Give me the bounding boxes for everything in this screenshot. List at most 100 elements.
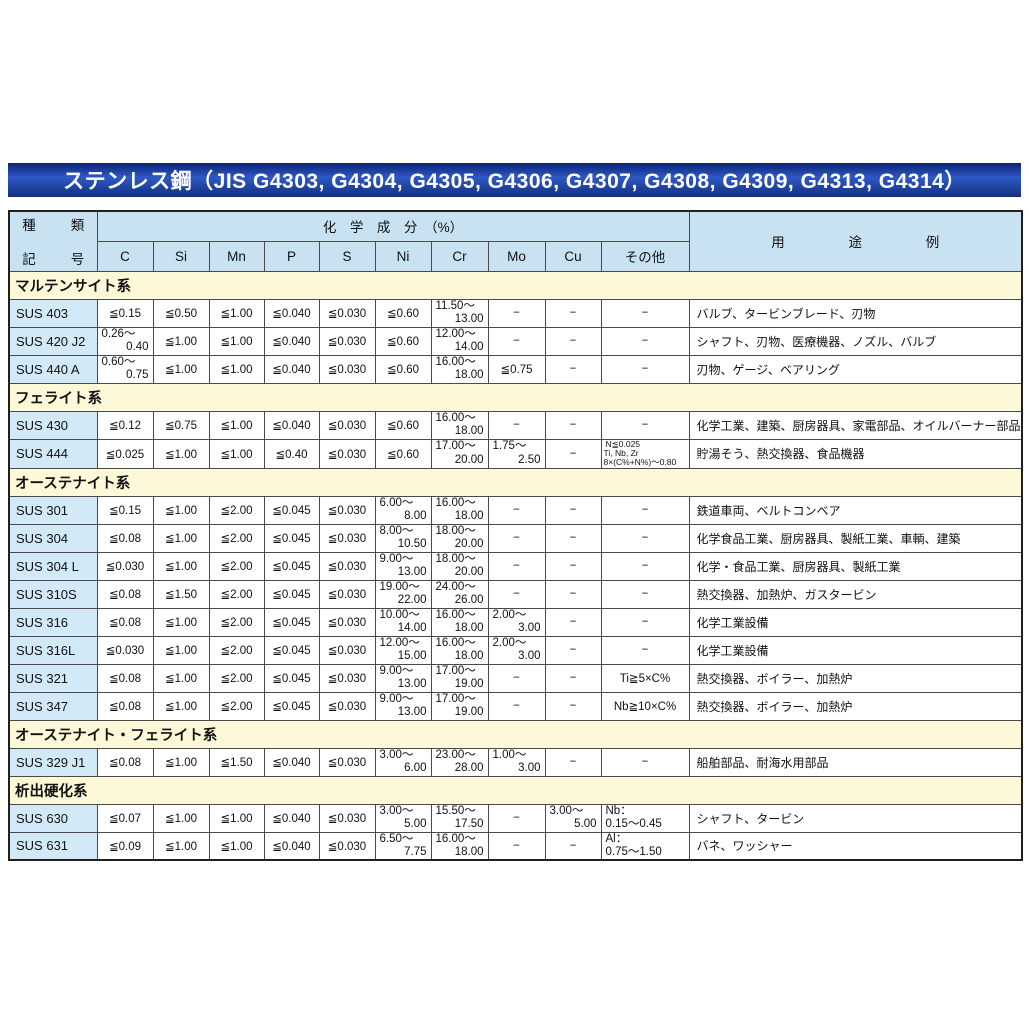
- chem-cell: ≦0.045: [263, 691, 320, 721]
- chem-cell: 16.00～ 18.00: [430, 354, 489, 384]
- chem-cell: ≦0.50: [152, 298, 210, 328]
- chem-cell: ≦0.030: [318, 438, 376, 469]
- section-row-austenitic-ferritic: オーステナイト・フェライト系: [8, 719, 1023, 749]
- chem-cell: ≦0.75: [487, 354, 546, 384]
- usage-cell: 化学工業、建築、厨房器具、家電部品、オイルバーナー部品: [688, 410, 1023, 440]
- chem-cell: 1.75～ 2.50: [487, 438, 546, 469]
- table-row: SUS 347 ≦0.08 ≦1.00 ≦2.00 ≦0.045 ≦0.030 …: [8, 691, 1023, 721]
- usage-cell: シャフト、タービン: [688, 803, 1023, 833]
- table-row: SUS 430 ≦0.12 ≦0.75 ≦1.00 ≦0.040 ≦0.030 …: [8, 410, 1023, 440]
- chem-cell: ≦0.08: [96, 691, 154, 721]
- chem-cell: −: [544, 551, 602, 581]
- chem-cell: ≦0.045: [263, 495, 320, 525]
- chem-cell: −: [544, 607, 602, 637]
- chem-cell: −: [487, 831, 546, 861]
- table-row: SUS 304 L ≦0.030 ≦1.00 ≦2.00 ≦0.045 ≦0.0…: [8, 551, 1023, 581]
- other-cell: −: [600, 354, 690, 384]
- section-row-precipitation-hardening: 析出硬化系: [8, 775, 1023, 805]
- chem-cell: ≦1.00: [152, 326, 210, 356]
- table-row: SUS 440 A 0.60～ 0.75 ≦1.00 ≦1.00 ≦0.040 ≦…: [8, 354, 1023, 384]
- chem-cell: −: [487, 523, 546, 553]
- chem-cell: ≦0.08: [96, 607, 154, 637]
- chem-cell: 6.50～ 7.75: [374, 831, 432, 861]
- chem-cell: 16.00～ 18.00: [430, 831, 489, 861]
- grade-cell: SUS 310S: [8, 579, 98, 609]
- chem-cell: ≦0.08: [96, 523, 154, 553]
- page-title: ステンレス鋼（JIS G4303, G4304, G4305, G4306, G…: [63, 170, 966, 193]
- header-col-mn: Mn: [208, 240, 265, 272]
- chem-cell: −: [544, 326, 602, 356]
- chem-cell: −: [544, 691, 602, 721]
- header-col-ni: Ni: [374, 240, 432, 272]
- header-col-si: Si: [152, 240, 210, 272]
- chem-cell: −: [544, 354, 602, 384]
- section-label: フェライト系: [8, 382, 1023, 412]
- chem-cell: ≦0.045: [263, 607, 320, 637]
- chem-cell: ≦1.00: [208, 831, 265, 861]
- other-cell: −: [600, 523, 690, 553]
- grade-cell: SUS 321: [8, 663, 98, 693]
- chem-cell: 9.00～ 13.00: [374, 551, 432, 581]
- chem-cell: 9.00～ 13.00: [374, 663, 432, 693]
- chem-cell: 18.00～ 20.00: [430, 551, 489, 581]
- usage-cell: 熱交換器、ボイラー、加熱炉: [688, 663, 1023, 693]
- chem-cell: 16.00～ 18.00: [430, 635, 489, 665]
- usage-cell: 化学工業設備: [688, 607, 1023, 637]
- chem-cell: 8.00～ 10.50: [374, 523, 432, 553]
- usage-cell: 鉄道車両、ベルトコンベア: [688, 495, 1023, 525]
- grade-cell: SUS 403: [8, 298, 98, 328]
- header-kind-top: 種 類: [22, 218, 85, 234]
- chem-cell: 19.00～ 22.00: [374, 579, 432, 609]
- section-row-austenitic: オーステナイト系: [8, 467, 1023, 497]
- chem-cell: ≦0.030: [96, 551, 154, 581]
- other-cell: Nb≧10×C%: [600, 691, 690, 721]
- chem-cell: ≦0.040: [263, 803, 320, 833]
- chem-cell: −: [487, 551, 546, 581]
- other-cell: −: [600, 298, 690, 328]
- chem-cell: 12.00～ 15.00: [374, 635, 432, 665]
- section-row-ferritic: フェライト系: [8, 382, 1023, 412]
- table-row: SUS 631 ≦0.09 ≦1.00 ≦1.00 ≦0.040 ≦0.030 …: [8, 831, 1023, 861]
- chem-cell: 24.00～ 26.00: [430, 579, 489, 609]
- grade-cell: SUS 444: [8, 438, 98, 469]
- chem-cell: ≦0.030: [318, 607, 376, 637]
- chem-cell: ≦2.00: [208, 551, 265, 581]
- chem-cell: ≦1.00: [152, 831, 210, 861]
- other-cell: Al： 0.75～1.50: [600, 831, 690, 861]
- chem-cell: ≦0.040: [263, 831, 320, 861]
- table-row: SUS 403 ≦0.15 ≦0.50 ≦1.00 ≦0.040 ≦0.030 …: [8, 298, 1023, 328]
- grade-cell: SUS 440 A: [8, 354, 98, 384]
- section-label: オーステナイト系: [8, 467, 1023, 497]
- chem-cell: ≦0.09: [96, 831, 154, 861]
- chem-cell: 16.00～ 18.00: [430, 410, 489, 440]
- chem-cell: ≦1.00: [208, 354, 265, 384]
- chem-cell: 17.00～ 19.00: [430, 663, 489, 693]
- chem-cell: ≦0.040: [263, 298, 320, 328]
- header-col-c: C: [96, 240, 154, 272]
- chem-cell: −: [544, 663, 602, 693]
- chem-cell: ≦0.08: [96, 663, 154, 693]
- chem-cell: ≦0.030: [318, 326, 376, 356]
- other-cell: −: [600, 410, 690, 440]
- usage-cell: シャフト、刃物、医療機器、ノズル、バルブ: [688, 326, 1023, 356]
- chem-cell: ≦1.00: [152, 747, 210, 777]
- header-kind-bottom: 記 号: [22, 252, 85, 268]
- chem-cell: 1.00～ 3.00: [487, 747, 546, 777]
- table-row: SUS 420 J2 0.26～ 0.40 ≦1.00 ≦1.00 ≦0.040 …: [8, 326, 1023, 356]
- chem-cell: ≦0.030: [318, 354, 376, 384]
- usage-cell: 船舶部品、耐海水用部品: [688, 747, 1023, 777]
- usage-cell: 化学工業設備: [688, 635, 1023, 665]
- chem-cell: ≦0.08: [96, 747, 154, 777]
- section-label: マルテンサイト系: [8, 270, 1023, 300]
- section-label: 析出硬化系: [8, 775, 1023, 805]
- grade-cell: SUS 631: [8, 831, 98, 861]
- chem-cell: ≦0.030: [96, 635, 154, 665]
- grade-cell: SUS 420 J2: [8, 326, 98, 356]
- chem-cell: ≦1.00: [208, 298, 265, 328]
- chem-cell: 0.60～ 0.75: [96, 354, 154, 384]
- other-cell: −: [600, 551, 690, 581]
- chem-cell: ≦0.60: [374, 410, 432, 440]
- other-cell: −: [600, 495, 690, 525]
- chem-cell: 6.00～ 8.00: [374, 495, 432, 525]
- chem-cell: −: [544, 831, 602, 861]
